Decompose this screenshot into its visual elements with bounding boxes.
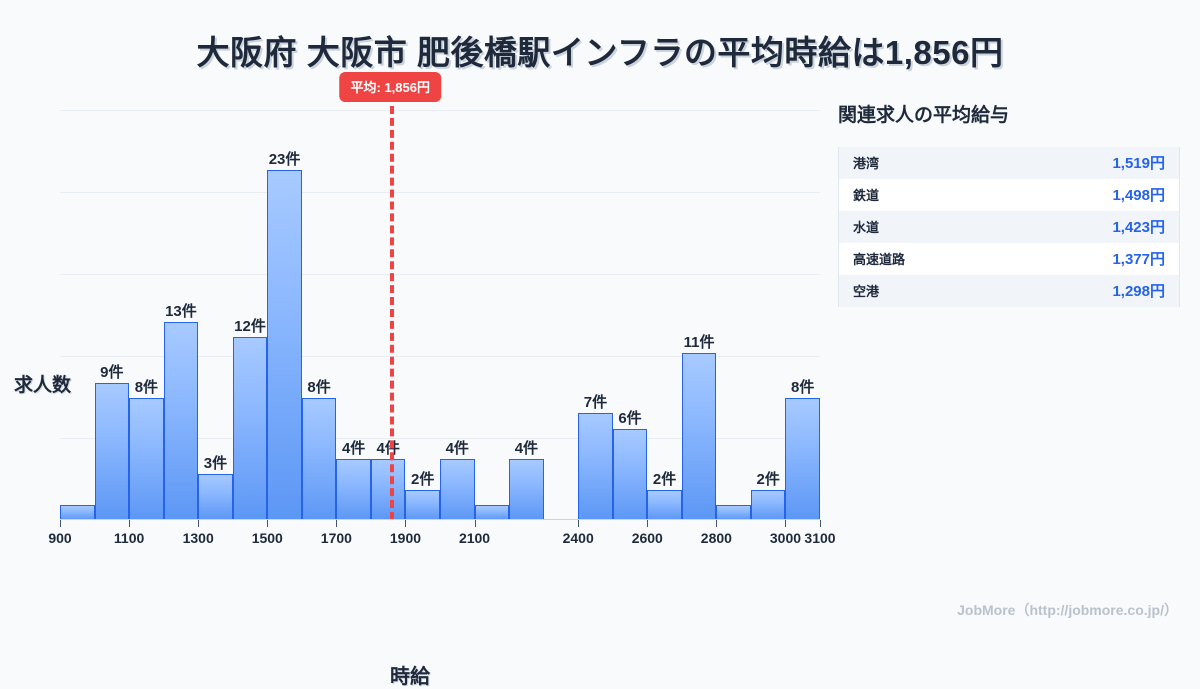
bar-value-label: 23件 — [268, 151, 301, 168]
bar — [612, 428, 648, 520]
related-salary-value: 1,377円 — [1112, 251, 1165, 268]
x-axis-tick — [578, 520, 580, 527]
related-salary-name: 鉄道 — [853, 188, 880, 203]
histogram-chart: 求人数 9件 8件 13件 3件 12件 23件 8件 4件 4件 2件 4件 4件 7件 6件 2件 11件… — [0, 72, 836, 688]
related-salary-name: 港湾 — [853, 156, 880, 171]
related-salary-row: 港湾 1,519円 — [839, 147, 1179, 179]
bar — [336, 459, 371, 520]
x-axis-label: 1700 — [320, 530, 352, 546]
related-salary-name: 高速道路 — [853, 252, 906, 267]
related-salary-panel: 関連求人の平均給与 港湾 1,519円鉄道 1,498円水道 1,423円高速道路 1,… — [838, 100, 1180, 307]
x-axis-label: 3000 — [769, 530, 802, 546]
x-axis-label: 1300 — [182, 530, 214, 546]
related-salary-table: 港湾 1,519円鉄道 1,498円水道 1,423円高速道路 1,377円空港 1,29… — [838, 147, 1180, 307]
y-axis-title: 求人数 — [14, 375, 72, 396]
x-axis-label: 2100 — [458, 530, 491, 546]
bar-value-label: 4件 — [376, 440, 400, 458]
bar-value-label: 8件 — [791, 379, 815, 397]
bar-value-label: 7件 — [583, 394, 608, 412]
bar — [509, 459, 544, 520]
footer-attribution: JobMore（http://jobmore.co.jp/） — [957, 602, 1178, 618]
bar — [232, 337, 268, 520]
related-salary-row: 高速道路 1,377円 — [839, 243, 1179, 275]
bar-value-label: 11件 — [683, 333, 715, 351]
plot-area: 9件 8件 13件 3件 12件 23件 8件 4件 4件 2件 4件 4件 7件 6件 2件 11件 2件 8件… — [60, 72, 820, 520]
bar — [301, 398, 337, 520]
gridline — [60, 356, 820, 357]
gridline — [60, 438, 820, 439]
related-salary-name: 空港 — [853, 284, 880, 299]
x-axis-label: 2800 — [700, 530, 732, 546]
bar-value-label: 8件 — [134, 379, 159, 397]
bar-value-label: 13件 — [165, 303, 197, 321]
x-axis-tick — [198, 520, 200, 527]
bar — [440, 459, 475, 520]
bar-value-label: 4件 — [341, 440, 366, 458]
x-axis-label: 2600 — [631, 530, 663, 546]
gridline — [60, 110, 820, 111]
gridline — [60, 274, 820, 275]
x-axis-title: 時給 — [390, 666, 430, 688]
related-salary-value: 1,519円 — [1112, 155, 1165, 172]
bar — [370, 459, 406, 520]
x-axis-tick — [785, 520, 787, 527]
bar — [578, 413, 613, 520]
gridline — [60, 192, 820, 193]
bar — [94, 383, 130, 520]
x-axis-tick — [820, 520, 821, 527]
bar — [129, 398, 164, 520]
bar — [198, 474, 233, 520]
related-salary-row: 空港 1,298円 — [839, 275, 1179, 307]
related-salary-title: 関連求人の平均給与 — [838, 105, 1010, 126]
bar-value-label: 4件 — [514, 440, 539, 458]
average-badge: 平均: 1,856円 — [339, 72, 441, 102]
page-title: 大阪府 大阪市 肥後橋駅インフラの平均時給は1,856円 — [196, 34, 1004, 71]
average-line — [390, 94, 395, 520]
bar-value-label: 2件 — [652, 470, 677, 488]
related-salary-row: 鉄道 1,498円 — [839, 179, 1179, 211]
x-axis-tick — [60, 520, 61, 527]
bar-value-label: 6件 — [618, 409, 642, 427]
bar-value-label: 12件 — [234, 318, 266, 336]
x-axis-label: 1100 — [113, 530, 145, 546]
bar-value-label: 2件 — [756, 470, 780, 488]
bar — [267, 170, 302, 520]
bar-value-label: 3件 — [203, 455, 228, 473]
x-axis-tick — [716, 520, 718, 527]
bar — [60, 504, 95, 520]
x-axis-tick — [267, 520, 269, 527]
x-axis-label: 1900 — [389, 530, 422, 546]
bar — [163, 322, 199, 520]
related-salary-value: 1,298円 — [1112, 283, 1165, 300]
related-salary-value: 1,423円 — [1112, 219, 1165, 236]
x-axis-tick — [129, 520, 131, 527]
x-axis-tick — [647, 520, 649, 527]
bar — [681, 352, 717, 520]
x-axis-tick — [336, 520, 338, 527]
bar — [405, 489, 440, 520]
bar-value-label: 4件 — [445, 440, 469, 458]
x-axis-label: 3100 — [804, 530, 836, 546]
x-axis-label: 2400 — [562, 530, 594, 546]
bar-value-label: 8件 — [307, 379, 331, 397]
bar — [785, 398, 820, 520]
x-axis-baseline — [60, 519, 820, 520]
x-axis: 900 1100 1300 1500 1700 1900 2100 2400 2600 2800 3… — [48, 520, 836, 560]
x-axis-tick — [474, 520, 476, 527]
related-salary-row: 水道 1,423円 — [839, 211, 1179, 243]
x-axis-label: 900 — [48, 530, 72, 546]
bar — [647, 489, 682, 520]
bar — [750, 489, 786, 520]
bar-value-label: 2件 — [411, 470, 435, 488]
related-salary-name: 水道 — [853, 220, 880, 235]
related-salary-value: 1,498円 — [1112, 187, 1165, 204]
x-axis-label: 1500 — [251, 530, 283, 546]
x-axis-tick — [405, 520, 407, 527]
bar — [716, 504, 751, 520]
bar — [474, 504, 510, 520]
bar-value-label: 9件 — [100, 364, 124, 382]
